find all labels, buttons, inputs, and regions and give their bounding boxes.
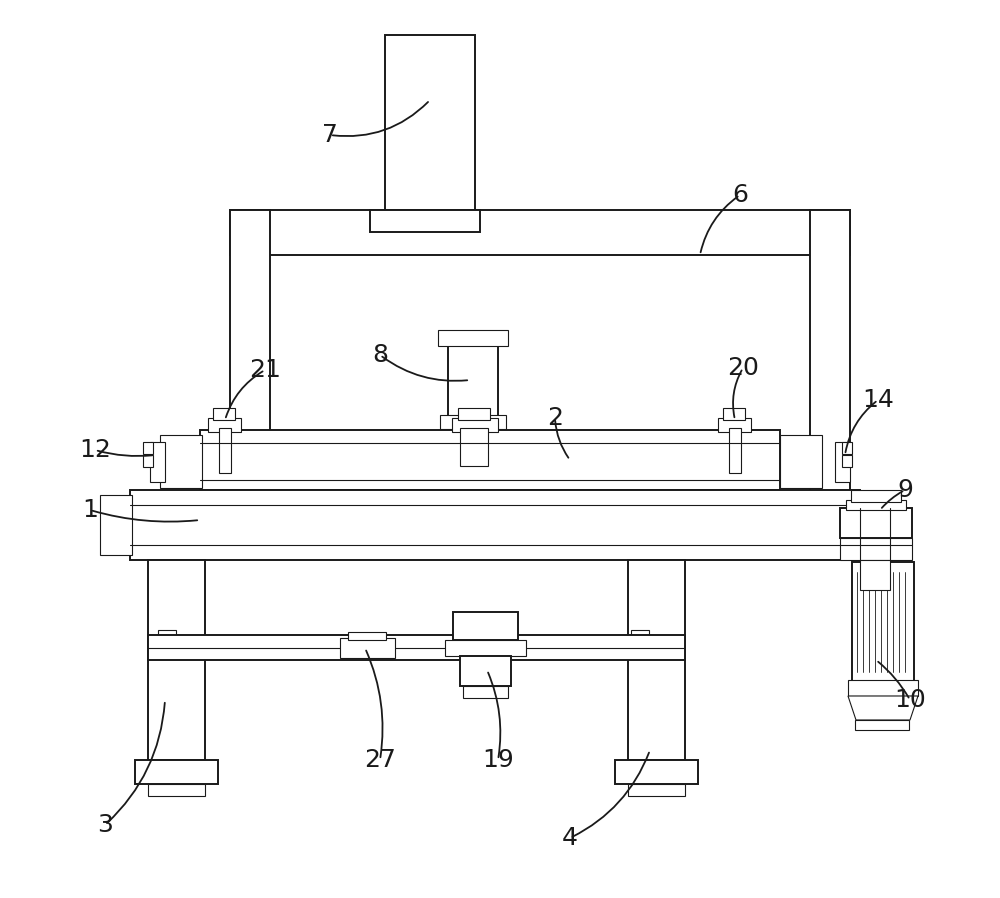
Bar bbox=[846, 500, 906, 510]
Bar bbox=[148, 784, 205, 796]
Bar bbox=[385, 35, 475, 213]
Bar bbox=[851, 490, 901, 502]
Bar bbox=[842, 442, 852, 454]
Bar bbox=[848, 680, 918, 696]
Bar bbox=[860, 560, 890, 590]
Bar bbox=[143, 455, 153, 467]
Bar bbox=[143, 442, 153, 454]
Bar bbox=[631, 630, 649, 637]
Bar bbox=[780, 435, 822, 488]
Bar bbox=[100, 495, 132, 555]
Bar bbox=[160, 435, 202, 488]
Bar bbox=[230, 210, 850, 255]
Bar bbox=[452, 418, 498, 432]
Text: 20: 20 bbox=[727, 356, 759, 380]
Bar bbox=[438, 330, 508, 346]
Text: 6: 6 bbox=[732, 183, 748, 207]
Bar bbox=[155, 635, 179, 650]
Bar bbox=[628, 560, 685, 760]
Bar bbox=[130, 490, 860, 560]
Bar bbox=[158, 630, 176, 637]
Bar bbox=[448, 342, 498, 418]
Text: 19: 19 bbox=[482, 748, 514, 772]
Bar bbox=[135, 760, 218, 784]
Bar bbox=[835, 442, 850, 482]
Bar bbox=[458, 408, 490, 420]
Bar bbox=[855, 720, 909, 730]
Text: 12: 12 bbox=[79, 438, 111, 462]
Bar bbox=[810, 210, 850, 510]
Text: 2: 2 bbox=[547, 406, 563, 430]
Text: 21: 21 bbox=[249, 358, 281, 382]
Bar bbox=[463, 686, 508, 698]
Bar bbox=[440, 415, 506, 429]
Polygon shape bbox=[848, 696, 918, 720]
Bar bbox=[460, 656, 511, 686]
Bar bbox=[842, 455, 852, 467]
Bar bbox=[150, 442, 165, 482]
Bar bbox=[615, 760, 698, 784]
Bar bbox=[348, 632, 386, 640]
Bar bbox=[729, 428, 741, 473]
Bar bbox=[840, 538, 912, 560]
Bar bbox=[148, 560, 205, 760]
Bar bbox=[840, 508, 912, 538]
Bar bbox=[723, 408, 745, 420]
Text: 10: 10 bbox=[894, 688, 926, 712]
Bar bbox=[628, 784, 685, 796]
Bar bbox=[460, 428, 488, 466]
Bar bbox=[230, 210, 270, 510]
Bar bbox=[445, 640, 526, 656]
Bar bbox=[213, 408, 235, 420]
Bar bbox=[340, 638, 395, 658]
Bar bbox=[148, 635, 685, 660]
Text: 14: 14 bbox=[862, 388, 894, 412]
Text: 27: 27 bbox=[364, 748, 396, 772]
Bar bbox=[453, 612, 518, 640]
Bar bbox=[860, 495, 892, 555]
Text: 4: 4 bbox=[562, 826, 578, 850]
Bar bbox=[200, 430, 780, 490]
Text: 8: 8 bbox=[372, 343, 388, 367]
Bar bbox=[718, 418, 751, 432]
Bar bbox=[208, 418, 241, 432]
Text: 1: 1 bbox=[82, 498, 98, 522]
Bar bbox=[852, 562, 914, 682]
Bar bbox=[370, 210, 480, 232]
Text: 3: 3 bbox=[97, 813, 113, 837]
Bar bbox=[628, 635, 652, 650]
Bar bbox=[219, 428, 231, 473]
Text: 9: 9 bbox=[897, 478, 913, 502]
Text: 7: 7 bbox=[322, 123, 338, 147]
